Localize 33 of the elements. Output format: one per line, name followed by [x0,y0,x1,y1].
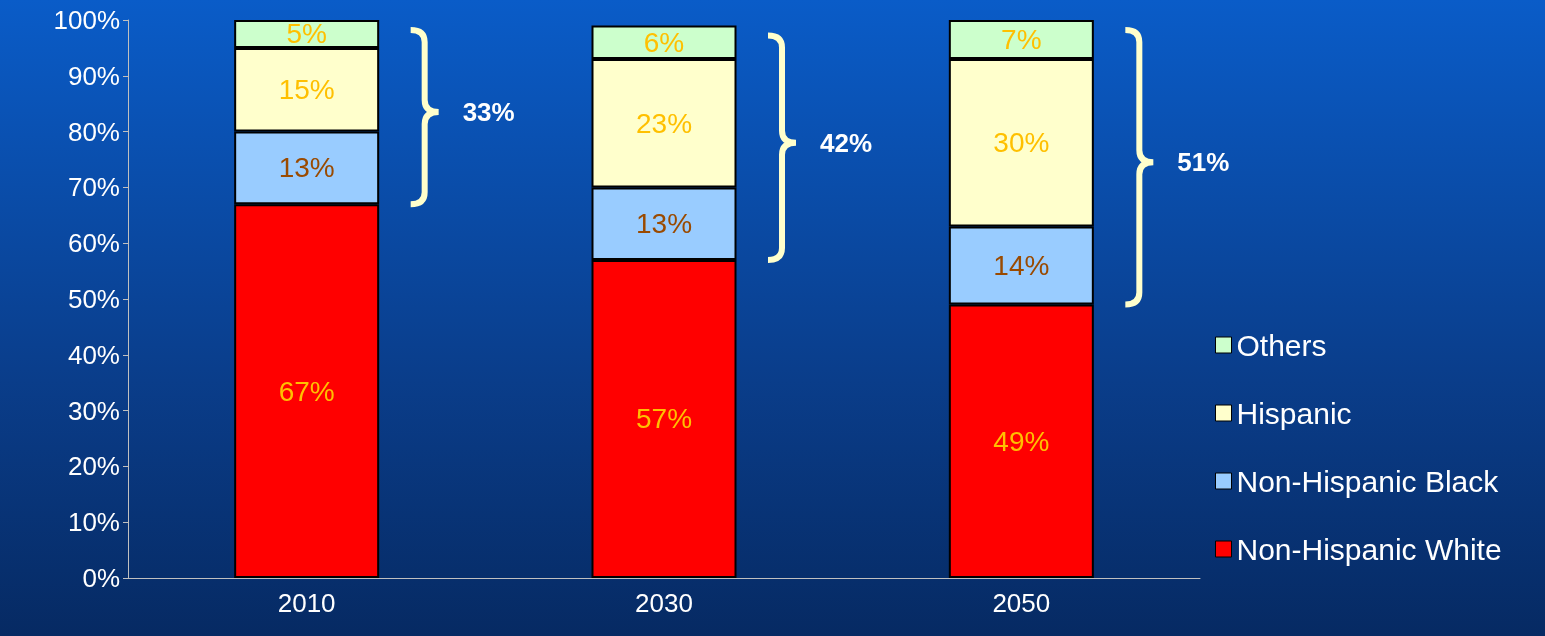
data-label: 7% [1001,24,1042,56]
y-tick-label: 80% [67,116,120,147]
x-tick-label: 2050 [992,588,1051,618]
legend-label: Hispanic [1236,396,1352,430]
y-tick-label: 20% [67,451,120,482]
annotation: 51% [1177,147,1230,178]
y-tick-label: 50% [67,284,120,314]
y-tick-label: 70% [67,172,120,203]
data-label: 57% [635,403,693,435]
data-label: 13% [278,152,335,184]
data-label: 6% [643,26,685,58]
annotation: 33% [462,97,515,128]
data-label: 23% [635,107,693,139]
data-label: 49% [993,425,1050,457]
data-label: 14% [993,250,1050,282]
y-tick-label: 30% [67,395,120,426]
legend-label: Non-Hispanic White [1236,532,1502,566]
y-tick-label: 60% [67,228,120,259]
x-tick-label: 2010 [277,588,336,618]
y-tick-label: 0% [82,563,120,593]
legend-label: Others [1236,328,1327,362]
legend-label: Non-Hispanic Black [1236,464,1500,498]
y-tick-label: 100% [53,5,120,35]
annotation: 42% [820,127,873,158]
x-tick-label: 2030 [635,588,693,618]
y-tick-label: 40% [67,339,120,370]
data-label: 13% [635,208,693,240]
y-tick-label: 10% [67,507,120,538]
data-label: 5% [286,18,327,50]
data-label: 67% [278,375,335,407]
data-label: 30% [993,127,1050,159]
y-tick-label: 90% [67,60,120,91]
data-label: 15% [278,74,335,106]
